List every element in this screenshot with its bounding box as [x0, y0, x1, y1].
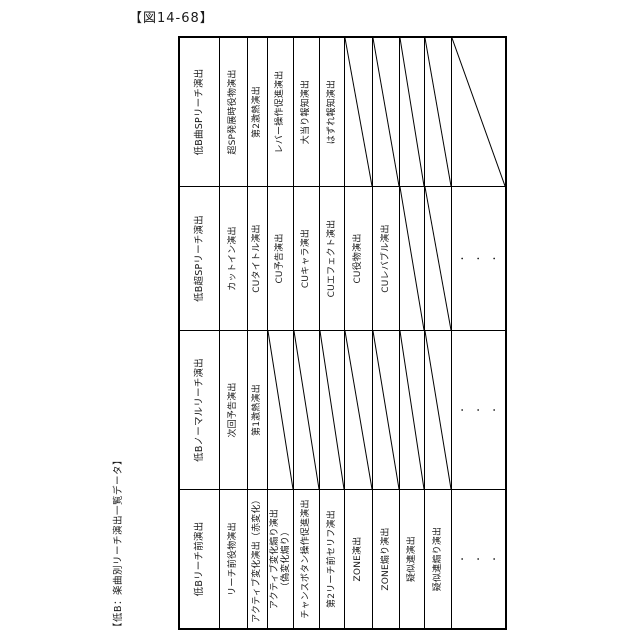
table-cell: CUレバブル演出 — [373, 187, 400, 330]
table-cell: CUエフェクト演出 — [320, 187, 345, 330]
empty-cell-diagonal — [425, 187, 452, 330]
empty-cell-diagonal — [400, 187, 425, 330]
empty-cell-diagonal — [425, 38, 452, 186]
table-cell: チャンスボタン操作促進演出 — [294, 490, 320, 628]
empty-cell-diagonal — [373, 38, 400, 186]
column-header: 低B曲SPリーチ演出 — [180, 38, 220, 186]
table-cell: 第2リーチ前セリフ演出 — [320, 490, 345, 628]
column-header: 低Bノーマルリーチ演出 — [180, 331, 220, 489]
table-cell: 次回予告演出 — [220, 331, 248, 489]
presentation-list-table: 低Bリーチ前演出 リーチ前役物演出 アクティブ変化演出（赤変化） アクティブ変化… — [178, 36, 507, 630]
empty-cell-diagonal — [320, 331, 345, 489]
table-cell: 大当り報知演出 — [294, 38, 320, 186]
table-cell: カットイン演出 — [220, 187, 248, 330]
table-cell: レバー操作促進演出 — [268, 38, 294, 186]
continuation-dots-cell: ・ ・ ・ — [457, 406, 499, 414]
empty-cell-diagonal — [268, 331, 294, 489]
table-cell: CUキャラ演出 — [294, 187, 320, 330]
column-low-b-cho-sp-reach: 低B超SPリーチ演出 カットイン演出 CUタイトル演出 CU予告演出 CUキャラ… — [180, 186, 505, 330]
column-header: 低B超SPリーチ演出 — [180, 187, 220, 330]
column-header: 低Bリーチ前演出 — [180, 490, 220, 628]
column-low-b-normal-reach: 低Bノーマルリーチ演出 次回予告演出 第1激熱演出 ・ ・ ・ — [180, 330, 505, 489]
table-cell: アクティブ変化煽り演出 （偽変化煽り） — [268, 490, 294, 628]
table-cell: 第1激熱演出 — [248, 331, 268, 489]
table-cell: アクティブ変化演出（赤変化） — [248, 490, 268, 628]
table-cell: 超SP発展時役物演出 — [220, 38, 248, 186]
table-cell: 第2激熱演出 — [248, 38, 268, 186]
continuation-dots-cell: ・ ・ ・ — [457, 555, 499, 563]
table-cell: はずれ報知演出 — [320, 38, 345, 186]
figure-label: 【図14-68】 — [129, 11, 214, 26]
table-cell: 疑似連煽り演出 — [425, 490, 452, 628]
empty-cell-diagonal — [373, 331, 400, 489]
table-cell: 疑似連演出 — [400, 490, 425, 628]
table-cell: リーチ前役物演出 — [220, 490, 248, 628]
table-caption: 【低B：楽曲別リーチ演出一覧データ】 — [113, 454, 124, 632]
column-low-b-reach-mae: 低Bリーチ前演出 リーチ前役物演出 アクティブ変化演出（赤変化） アクティブ変化… — [180, 489, 505, 628]
empty-cell-diagonal — [400, 331, 425, 489]
empty-cell-diagonal — [345, 331, 373, 489]
empty-cell-diagonal — [345, 38, 373, 186]
empty-cell-diagonal — [425, 331, 452, 489]
continuation-dots-cell: ・ ・ ・ — [457, 254, 499, 263]
empty-cell-diagonal — [294, 331, 320, 489]
table-cell: CUタイトル演出 — [248, 187, 268, 330]
table-cell: ZONE演出 — [345, 490, 373, 628]
empty-cell-diagonal — [400, 38, 425, 186]
table-cell: CU役物演出 — [345, 187, 373, 330]
column-low-b-kyoku-sp-reach: 低B曲SPリーチ演出 超SP発展時役物演出 第2激熱演出 レバー操作促進演出 大… — [180, 38, 505, 186]
table-cell: ZONE煽り演出 — [373, 490, 400, 628]
table-cell: CU予告演出 — [268, 187, 294, 330]
empty-cell-diagonal — [452, 38, 505, 186]
